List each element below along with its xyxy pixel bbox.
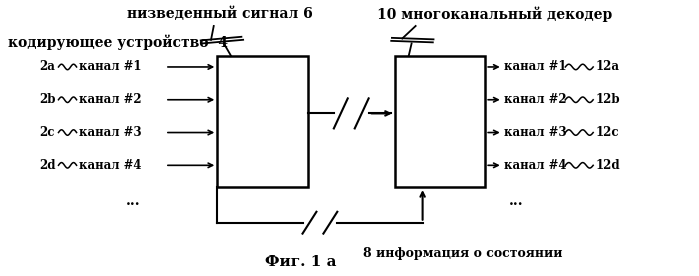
Text: Фиг. 1 а: Фиг. 1 а — [265, 255, 336, 269]
Text: канал #4: канал #4 — [80, 159, 142, 172]
Text: 12c: 12c — [596, 126, 619, 139]
Text: 2c: 2c — [40, 126, 55, 139]
Text: ...: ... — [127, 194, 141, 208]
Text: ...: ... — [510, 194, 524, 208]
Text: 2a: 2a — [40, 60, 55, 73]
Text: 12a: 12a — [596, 60, 619, 73]
Text: канал #2: канал #2 — [504, 93, 567, 106]
Text: 12b: 12b — [596, 93, 620, 106]
Bar — [217, 56, 308, 187]
Text: 2b: 2b — [40, 93, 56, 106]
Text: канал #4: канал #4 — [504, 159, 567, 172]
Text: канал #3: канал #3 — [504, 126, 567, 139]
Text: 2d: 2d — [40, 159, 56, 172]
Text: канал #1: канал #1 — [504, 60, 567, 73]
Text: низведенный сигнал 6: низведенный сигнал 6 — [127, 7, 312, 21]
Text: 12d: 12d — [596, 159, 620, 172]
Text: канал #3: канал #3 — [80, 126, 142, 139]
Bar — [395, 56, 485, 187]
Text: 10 многоканальный декодер: 10 многоканальный декодер — [377, 7, 612, 22]
Text: канал #1: канал #1 — [80, 60, 142, 73]
Text: канал #2: канал #2 — [80, 93, 142, 106]
Text: 8 информация о состоянии: 8 информация о состоянии — [363, 247, 563, 260]
Text: кодирующее устройство  4: кодирующее устройство 4 — [8, 34, 229, 50]
